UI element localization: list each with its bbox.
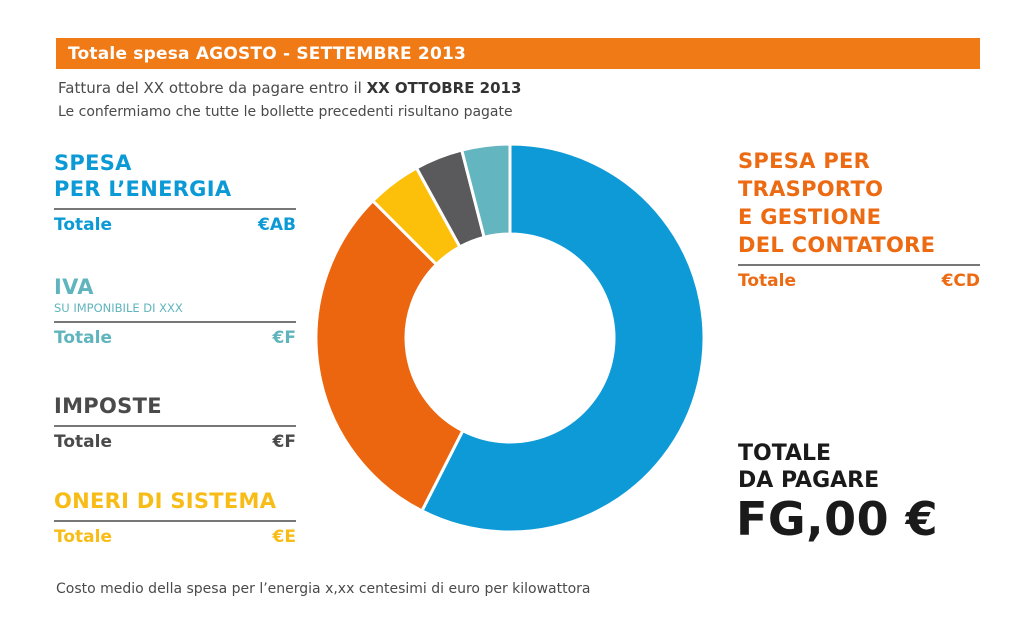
invoice-due-text: Fattura del XX ottobre da pagare entro i… — [58, 79, 367, 97]
energia-total-row: Totale €AB — [54, 215, 296, 235]
trasporto-title: SPESA PER TRASPORTO E GESTIONE DEL CONTA… — [738, 147, 980, 259]
invoice-due-line: Fattura del XX ottobre da pagare entro i… — [58, 79, 521, 97]
total-due-amount: FG,00 € — [736, 492, 939, 546]
energia-title-line1: SPESA — [54, 151, 132, 175]
header-bar: Totale spesa AGOSTO - SETTEMBRE 2013 — [56, 38, 980, 69]
iva-title: IVA — [54, 275, 94, 299]
oneri-divider — [54, 520, 296, 522]
oneri-total-row: Totale €E — [54, 527, 296, 547]
donut-slice-iva — [459, 142, 512, 240]
energia-total-label: Totale — [54, 215, 112, 235]
trasporto-title-line4: DEL CONTATORE — [738, 233, 936, 257]
trasporto-total-label: Totale — [738, 271, 796, 291]
oneri-block: ONERI DI SISTEMA Totale €E — [54, 488, 296, 547]
invoice-due-date: XX OTTOBRE 2013 — [366, 79, 522, 97]
oneri-title: ONERI DI SISTEMA — [54, 489, 277, 513]
iva-block: IVA SU IMPONIBILE DI XXX Totale €F — [54, 274, 296, 348]
imposte-block: IMPOSTE Totale €F — [54, 393, 296, 452]
donut-slices — [314, 142, 706, 534]
iva-divider — [54, 321, 296, 323]
iva-subtitle: SU IMPONIBILE DI XXX — [54, 301, 183, 315]
trasporto-title-line2: TRASPORTO — [738, 177, 884, 201]
energia-title: SPESA PER L’ENERGIA — [54, 150, 296, 202]
oneri-total-label: Totale — [54, 527, 112, 547]
iva-total-label: Totale — [54, 328, 112, 348]
total-due-label-line2: DA PAGARE — [738, 468, 880, 493]
total-due-label: TOTALE DA PAGARE — [738, 440, 879, 494]
iva-total-value: €F — [272, 328, 296, 348]
iva-total-row: Totale €F — [54, 328, 296, 348]
donut-slice-energia — [419, 142, 706, 534]
trasporto-title-line3: E GESTIONE — [738, 205, 882, 229]
expense-donut-chart — [314, 142, 706, 534]
energia-divider — [54, 208, 296, 210]
imposte-title: IMPOSTE — [54, 394, 162, 418]
imposte-divider — [54, 425, 296, 427]
trasporto-title-line1: SPESA PER — [738, 149, 871, 173]
average-cost-note: Costo medio della spesa per l’energia x,… — [56, 581, 591, 597]
donut-slice-trasporto — [314, 198, 465, 513]
total-due-label-line1: TOTALE — [738, 441, 832, 466]
trasporto-divider — [738, 264, 980, 266]
trasporto-total-value: €CD — [941, 271, 980, 291]
oneri-total-value: €E — [272, 527, 296, 547]
energia-total-value: €AB — [258, 215, 296, 235]
imposte-total-label: Totale — [54, 432, 112, 452]
energia-block: SPESA PER L’ENERGIA Totale €AB — [54, 150, 296, 235]
header-title: Totale spesa AGOSTO - SETTEMBRE 2013 — [68, 43, 467, 64]
energia-title-line2: PER L’ENERGIA — [54, 177, 232, 201]
trasporto-total-row: Totale €CD — [738, 271, 980, 291]
imposte-total-row: Totale €F — [54, 432, 296, 452]
imposte-total-value: €F — [272, 432, 296, 452]
payment-status-line: Le confermiamo che tutte le bollette pre… — [58, 104, 513, 120]
trasporto-block: SPESA PER TRASPORTO E GESTIONE DEL CONTA… — [738, 147, 980, 291]
